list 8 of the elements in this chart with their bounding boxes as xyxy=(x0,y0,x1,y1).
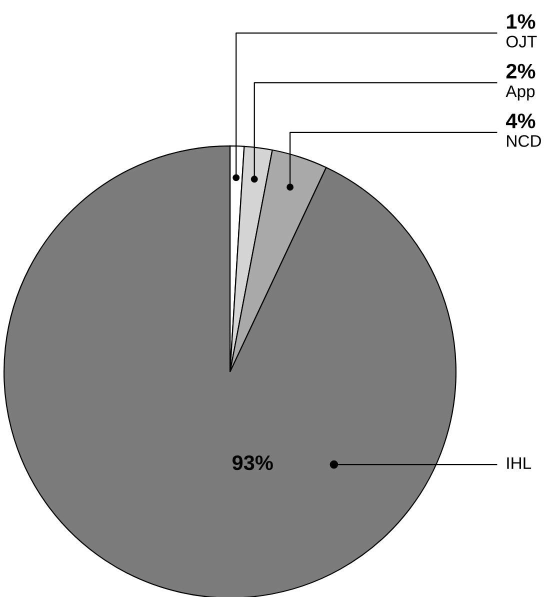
data-label: 93% xyxy=(232,455,273,470)
data-label: 4% xyxy=(506,114,536,128)
data-label: 2% xyxy=(506,64,536,79)
slice-label: IHL xyxy=(507,457,532,469)
slice-label: NCD xyxy=(507,135,541,147)
data-label: 1% xyxy=(506,14,536,29)
slice-label: OJT xyxy=(506,36,537,48)
slice-label: App xyxy=(506,86,535,101)
